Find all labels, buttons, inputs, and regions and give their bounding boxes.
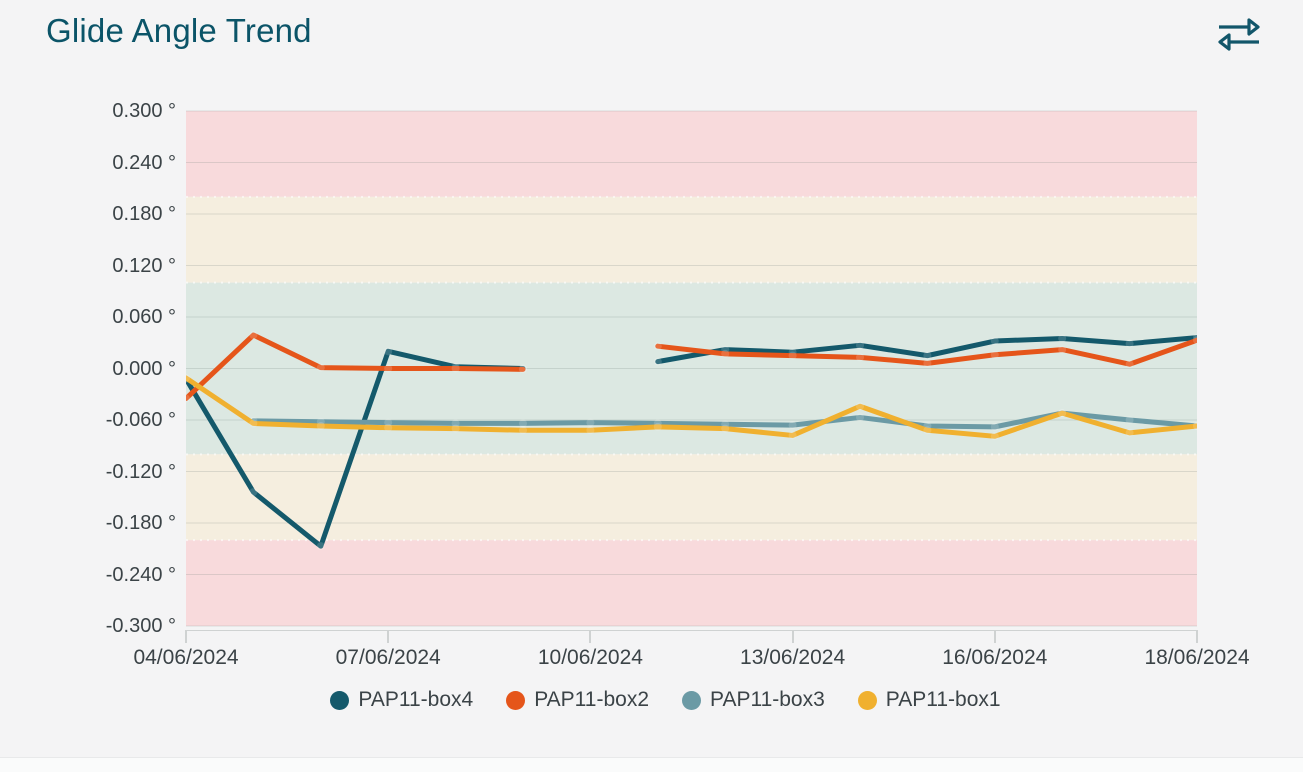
- data-point-marker: [1193, 336, 1197, 345]
- data-point-marker: [519, 426, 527, 435]
- data-point-marker: [1193, 422, 1197, 431]
- data-point-marker: [316, 542, 325, 551]
- x-tick-label: 04/06/2024: [133, 646, 239, 669]
- x-tick-label: 10/06/2024: [537, 646, 643, 669]
- y-tick-label: -0.240 °: [105, 563, 176, 586]
- x-tick-mark: [387, 630, 390, 643]
- data-point-marker: [856, 402, 864, 411]
- data-point-marker: [788, 421, 797, 430]
- data-point-marker: [856, 353, 864, 362]
- page-title: Glide Angle Trend: [46, 12, 312, 49]
- y-tick-label: 0.180 °: [112, 203, 176, 225]
- y-tick-label: 0.120 °: [112, 254, 176, 277]
- data-point-marker: [990, 350, 999, 359]
- y-tick-label: -0.120 °: [105, 460, 176, 483]
- y-tick-label: 0.060 °: [112, 306, 176, 328]
- data-point-marker: [990, 337, 999, 346]
- swap-horizontal-arrows-icon[interactable]: [1213, 16, 1265, 54]
- band-amber-upper: [186, 196, 1197, 283]
- data-point-marker: [653, 342, 662, 351]
- data-point-marker: [1125, 428, 1134, 437]
- series-line-PAP11-box3[interactable]: [250, 410, 1197, 430]
- x-tick-mark: [185, 630, 187, 643]
- bottom-strip: [0, 757, 1303, 772]
- band-red-lower: [186, 540, 1197, 626]
- data-point-marker: [249, 331, 258, 340]
- data-point-marker: [1058, 409, 1067, 418]
- x-tick-label: 16/06/2024: [942, 646, 1048, 669]
- x-tick-mark: [791, 630, 794, 643]
- legend-label: PAP11-box2: [534, 688, 649, 711]
- legend-swatch: [682, 690, 701, 710]
- y-tick-label: 0.300 °: [112, 100, 176, 122]
- data-point-marker: [249, 419, 258, 428]
- legend-label: PAP11-box1: [885, 688, 1001, 711]
- data-point-marker: [653, 422, 662, 431]
- legend-item-PAP11-box2[interactable]: PAP11-box2: [506, 688, 649, 712]
- data-point-marker: [249, 488, 258, 497]
- data-point-marker: [451, 419, 460, 428]
- series-line-PAP11-box1[interactable]: [186, 375, 1197, 439]
- data-point-marker: [451, 364, 460, 373]
- x-axis-line: [186, 630, 1197, 631]
- data-point-marker: [519, 365, 527, 374]
- legend-swatch: [506, 690, 526, 710]
- y-tick-label: -0.300 °: [105, 615, 176, 637]
- legend-label: PAP11-box3: [710, 688, 825, 711]
- data-point-marker: [923, 359, 932, 368]
- legend-item-PAP11-box3[interactable]: PAP11-box3: [682, 688, 825, 712]
- data-point-marker: [586, 418, 595, 427]
- x-tick-mark: [589, 630, 592, 643]
- x-tick-label: 07/06/2024: [335, 646, 441, 669]
- data-point-marker: [186, 373, 190, 382]
- legend-item-PAP11-box1[interactable]: PAP11-box1: [857, 688, 1001, 712]
- y-tick-label: 0.240 °: [112, 151, 176, 174]
- data-point-marker: [990, 422, 999, 431]
- y-tick-label: -0.060 °: [105, 409, 176, 431]
- data-point-marker: [856, 413, 864, 422]
- data-point-marker: [384, 423, 393, 432]
- legend-swatch: [857, 690, 877, 710]
- data-point-marker: [856, 341, 864, 350]
- data-point-marker: [923, 351, 932, 360]
- data-point-marker: [923, 426, 932, 435]
- series-line-PAP11-box2[interactable]: [186, 332, 526, 402]
- data-point-marker: [451, 424, 460, 433]
- data-point-marker: [384, 418, 393, 427]
- data-point-marker: [1058, 334, 1067, 343]
- x-tick-mark: [1196, 630, 1198, 643]
- data-point-marker: [519, 419, 527, 428]
- data-point-marker: [990, 432, 999, 441]
- data-point-marker: [384, 347, 393, 356]
- data-point-marker: [384, 364, 393, 373]
- data-point-marker: [316, 422, 325, 431]
- chart-legend: PAP11-box4 PAP11-box2 PAP11-box3 PAP11-box1: [0, 688, 1303, 712]
- x-tick-label: 13/06/2024: [740, 646, 846, 669]
- data-point-marker: [721, 424, 730, 433]
- data-point-marker: [186, 394, 190, 403]
- band-amber-lower: [186, 454, 1197, 541]
- data-point-marker: [1125, 360, 1134, 369]
- data-point-marker: [788, 431, 797, 440]
- y-tick-label: -0.180 °: [105, 512, 176, 534]
- series-line-PAP11-box2[interactable]: [655, 337, 1197, 367]
- data-point-marker: [586, 426, 595, 435]
- band-red-upper: [186, 111, 1197, 197]
- legend-label: PAP11-box4: [358, 688, 474, 711]
- data-point-marker: [1125, 339, 1134, 348]
- data-point-marker: [316, 363, 325, 372]
- legend-item-PAP11-box4[interactable]: PAP11-box4: [330, 688, 473, 712]
- series-line-PAP11-box4[interactable]: [655, 335, 1197, 365]
- data-point-marker: [1058, 345, 1067, 354]
- data-point-marker: [653, 357, 662, 366]
- data-point-marker: [788, 351, 797, 360]
- x-tick-mark: [993, 630, 996, 643]
- x-tick-label: 18/06/2024: [1144, 646, 1250, 669]
- legend-swatch: [330, 690, 350, 710]
- y-tick-label: 0.000 °: [112, 357, 176, 380]
- data-point-marker: [1125, 416, 1134, 424]
- data-point-marker: [721, 349, 730, 358]
- plot-area: [186, 110, 1197, 627]
